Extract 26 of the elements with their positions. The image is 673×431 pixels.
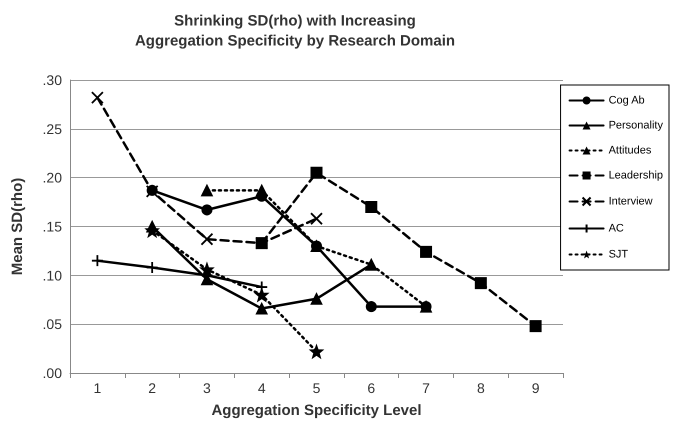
x-axis-title: Aggregation Specificity Level: [211, 402, 422, 419]
legend-label: Attitudes: [608, 144, 652, 156]
y-tick-label: .00: [42, 365, 62, 381]
x-tick-label: 5: [312, 380, 321, 396]
y-tick-label: .15: [42, 218, 62, 234]
y-tick-label: .25: [42, 120, 62, 137]
x-tick-label: 1: [93, 380, 102, 396]
legend-label: Leadership: [608, 170, 664, 182]
legend-label: AC: [608, 222, 624, 234]
y-tick-label: .10: [42, 267, 62, 284]
y-axis-title: Mean SD(rho): [9, 178, 26, 276]
x-tick-label: 3: [203, 380, 212, 396]
legend-label: SJT: [608, 248, 628, 260]
x-tick-label: 4: [258, 380, 266, 396]
x-tick-label: 6: [367, 380, 376, 396]
y-tick-label: .30: [42, 72, 62, 88]
y-tick-label: .05: [42, 316, 62, 332]
x-tick-label: 8: [476, 380, 485, 396]
y-tick-label: .20: [42, 170, 62, 186]
chart-title: Shrinking SD(rho) with Increasing Aggregation Specificity by Research Domain: [134, 12, 456, 50]
x-tick-label: 7: [422, 380, 430, 396]
legend-label: Interview: [608, 196, 653, 208]
legend-label: Cog Ab: [608, 94, 645, 106]
x-tick-label: 9: [532, 380, 540, 396]
legend-label: Personality: [608, 120, 664, 132]
x-tick-label: 2: [148, 380, 156, 396]
